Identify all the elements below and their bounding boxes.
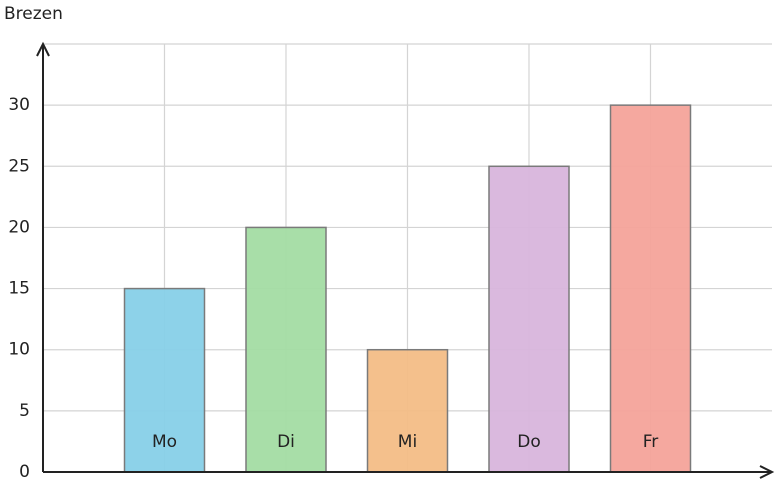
y-tick-label: 10 [8, 340, 30, 360]
bar [609, 104, 692, 473]
x-tick-label: Mo [152, 432, 177, 452]
bars [123, 104, 692, 473]
y-axis-title: Brezen [4, 4, 63, 24]
x-tick-label: Do [517, 432, 541, 452]
bar [245, 226, 327, 473]
y-tick-label: 5 [19, 401, 30, 421]
bar [488, 165, 570, 473]
y-tick-label: 15 [8, 279, 30, 299]
y-tick-label: 30 [8, 95, 30, 115]
x-tick-label: Mi [398, 432, 417, 452]
axes [36, 41, 775, 479]
y-axis-arrow [36, 41, 50, 57]
bar [366, 348, 449, 473]
bar [123, 287, 206, 473]
x-tick-label: Fr [643, 432, 659, 452]
x-axis-arrow [759, 465, 775, 479]
labels: 0 5 10 15 20 25 30 Mo Di Mi Do Fr [8, 95, 658, 482]
y-tick-label: 20 [8, 217, 30, 237]
y-tick-label: 25 [8, 156, 30, 176]
x-tick-label: Di [277, 432, 295, 452]
y-tick-label: 0 [19, 462, 30, 482]
